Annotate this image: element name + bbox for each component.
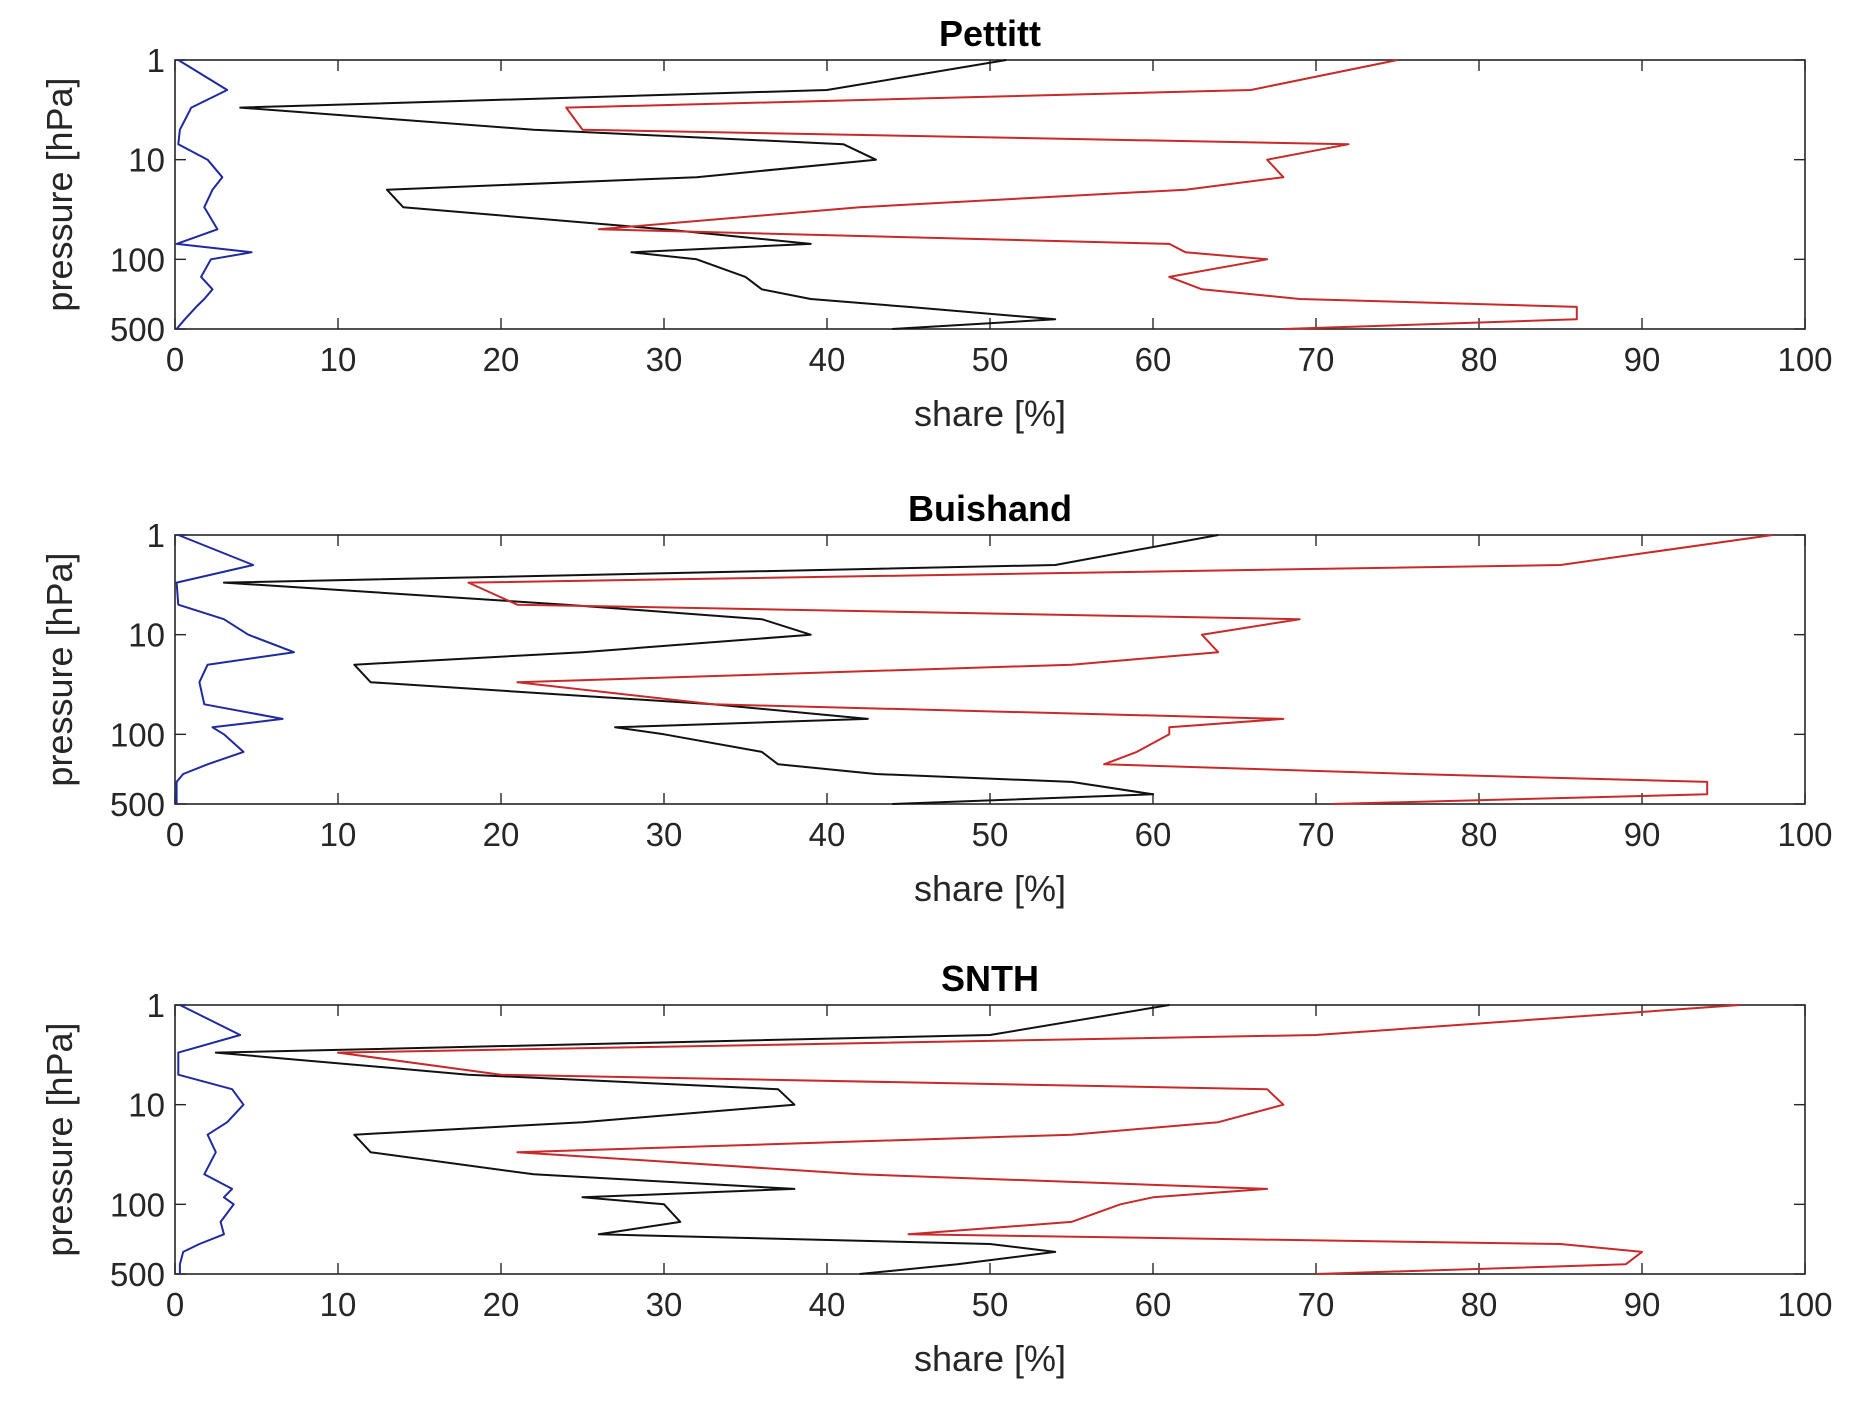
y-tick-label: 1 (147, 987, 165, 1024)
plot-area-frame (174, 59, 1806, 330)
x-tick-label: 60 (1135, 1286, 1172, 1323)
series-line-red (337, 1004, 1740, 1275)
x-tick-label: 0 (166, 816, 184, 853)
x-tick-label: 70 (1298, 1286, 1335, 1323)
x-tick-label: 30 (646, 1286, 683, 1323)
y-tick-label: 500 (110, 1256, 165, 1293)
y-tick-label: 1 (147, 42, 165, 79)
y-tick-label: 100 (110, 1186, 165, 1223)
x-tick-label: 10 (320, 1286, 357, 1323)
y-tick-label: 500 (110, 786, 165, 823)
x-tick-label: 20 (483, 1286, 520, 1323)
x-tick-label: 70 (1298, 341, 1335, 378)
y-tick-label: 10 (128, 142, 165, 179)
x-tick-label: 20 (483, 816, 520, 853)
x-tick-label: 10 (320, 816, 357, 853)
y-axis-label: pressure [hPa] (39, 1022, 80, 1256)
x-tick-label: 90 (1624, 816, 1661, 853)
x-tick-label: 50 (972, 816, 1009, 853)
x-tick-label: 100 (1777, 816, 1832, 853)
x-tick-label: 30 (646, 341, 683, 378)
x-tick-label: 60 (1135, 341, 1172, 378)
series-line-black (214, 1004, 1170, 1275)
plot-area-frame (174, 534, 1806, 805)
x-tick-label: 90 (1624, 341, 1661, 378)
x-tick-label: 100 (1777, 1286, 1832, 1323)
panel-title: Pettitt (939, 13, 1041, 54)
x-tick-label: 80 (1461, 1286, 1498, 1323)
series-line-blue (175, 59, 253, 330)
y-tick-label: 100 (110, 241, 165, 278)
x-tick-label: 40 (809, 341, 846, 378)
x-tick-label: 70 (1298, 816, 1335, 853)
series-line-blue (177, 1004, 245, 1274)
x-tick-label: 20 (483, 341, 520, 378)
y-tick-label: 500 (110, 311, 165, 348)
series-line-black (239, 59, 1057, 330)
y-tick-label: 100 (110, 716, 165, 753)
x-axis-label: share [%] (914, 1338, 1066, 1379)
x-axis-label: share [%] (914, 868, 1066, 909)
series-line-blue (175, 534, 295, 804)
x-tick-label: 50 (972, 341, 1009, 378)
x-tick-label: 60 (1135, 816, 1172, 853)
y-axis-label: pressure [hPa] (39, 552, 80, 786)
series-line-red (467, 534, 1773, 805)
x-axis-label: share [%] (914, 393, 1066, 434)
x-tick-label: 80 (1461, 341, 1498, 378)
y-tick-label: 1 (147, 517, 165, 554)
x-tick-label: 10 (320, 341, 357, 378)
y-tick-label: 10 (128, 1087, 165, 1124)
y-tick-label: 10 (128, 617, 165, 654)
panel-title: Buishand (908, 488, 1072, 529)
x-tick-label: 40 (809, 816, 846, 853)
x-tick-label: 80 (1461, 816, 1498, 853)
x-tick-label: 30 (646, 816, 683, 853)
x-tick-label: 0 (166, 341, 184, 378)
x-tick-label: 0 (166, 1286, 184, 1323)
y-axis-label: pressure [hPa] (39, 77, 80, 311)
x-tick-label: 90 (1624, 1286, 1661, 1323)
x-tick-label: 40 (809, 1286, 846, 1323)
series-line-red (565, 59, 1578, 330)
plot-area-frame (174, 1004, 1806, 1275)
x-tick-label: 100 (1777, 341, 1832, 378)
x-tick-label: 50 (972, 1286, 1009, 1323)
panel-title: SNTH (941, 958, 1039, 999)
